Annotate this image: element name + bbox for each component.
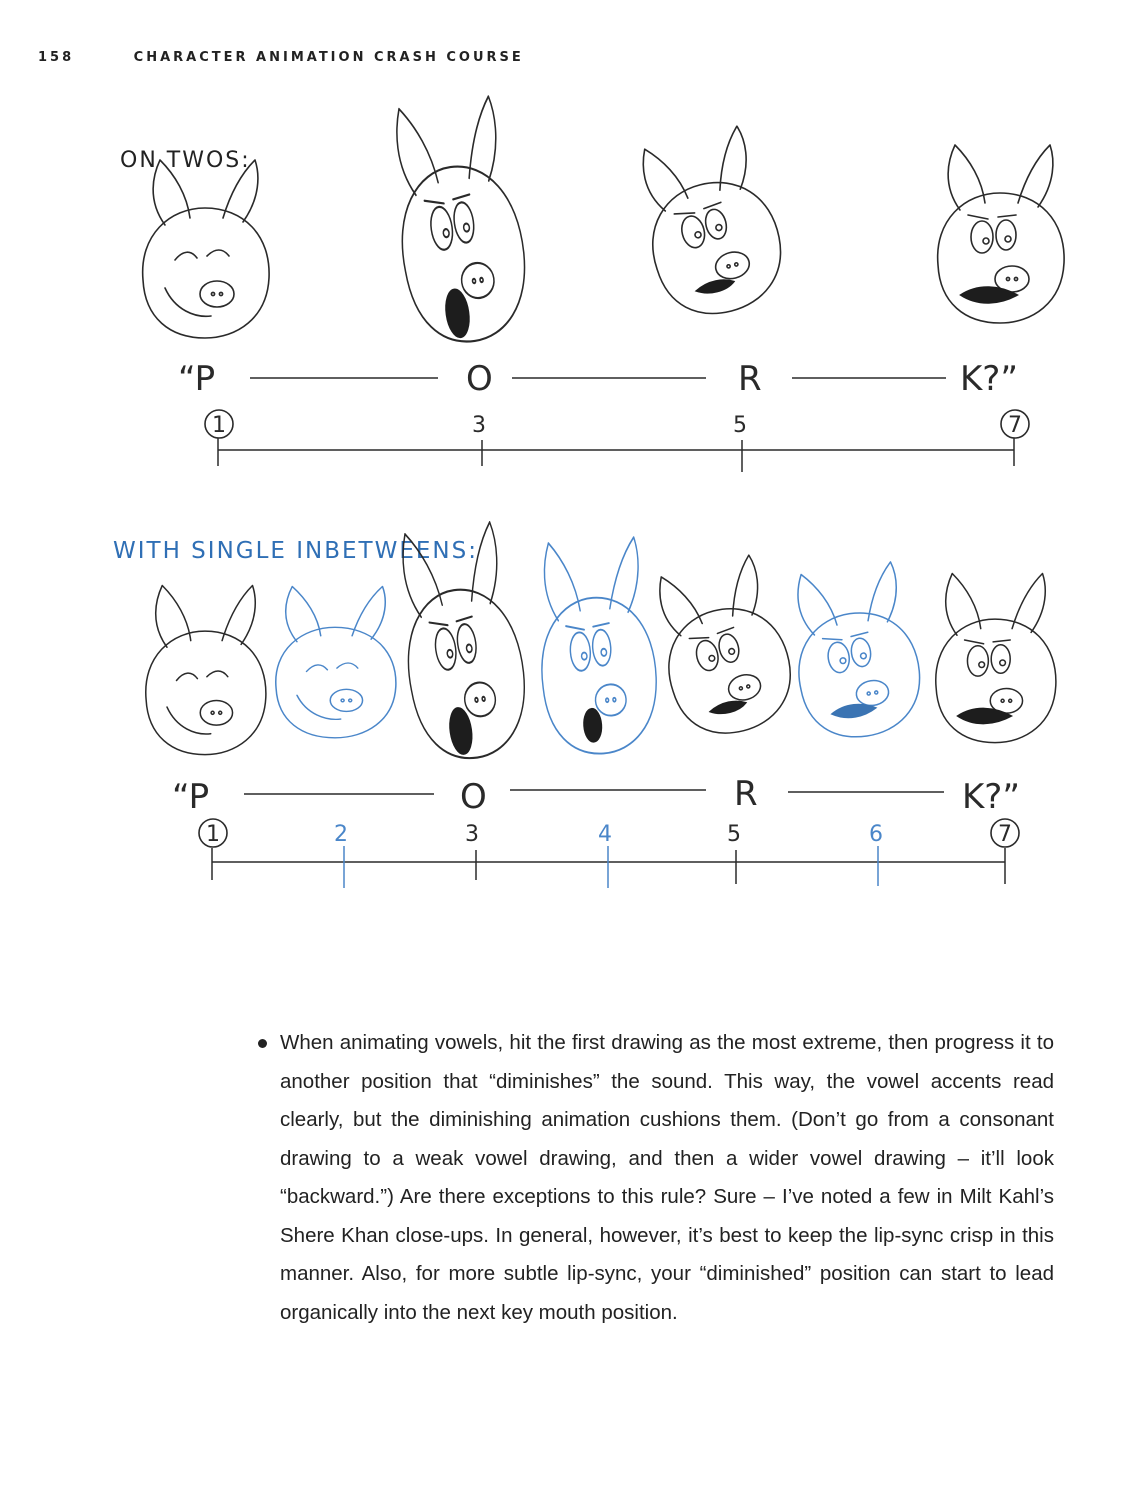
timing-charts: “P O R K?” 1 3 5 7 “P O R K?” 1 2 3 4: [172, 359, 1030, 888]
phonemes-twos: “P O R K?”: [178, 359, 1018, 399]
frame-7: 7: [1008, 413, 1022, 438]
body-text: When animating vowels, hit the first dra…: [258, 1024, 1054, 1332]
frame-1: 1: [206, 822, 220, 847]
phoneme-o: O: [460, 777, 487, 817]
phoneme-r: R: [738, 359, 762, 399]
pig-drawing-inb-6: [784, 559, 929, 745]
pig-drawing-5: [627, 121, 795, 327]
pig-drawing-7: [936, 144, 1065, 324]
bullet-icon: [258, 1039, 267, 1048]
phoneme-k: K?”: [960, 359, 1018, 399]
body-paragraph: When animating vowels, hit the first dra…: [280, 1031, 1054, 1324]
phoneme-r: R: [734, 774, 758, 814]
frame-3: 3: [465, 822, 479, 847]
frame-1: 1: [212, 413, 226, 438]
running-head: 158 CHARACTER ANIMATION CRASH COURSE: [38, 50, 524, 65]
phoneme-p: “P: [178, 359, 215, 399]
phoneme-p: “P: [172, 777, 209, 817]
frame-3: 3: [472, 413, 486, 438]
page-number: 158: [38, 50, 75, 65]
pig-drawing-3: [381, 93, 537, 351]
phoneme-k: K?”: [962, 777, 1020, 817]
frames-twos: 1 3 5 7: [204, 409, 1030, 439]
pig-drawing-inb-5: [644, 551, 804, 746]
inbetweens-label: WITH SINGLE INBETWEENS:: [113, 538, 478, 564]
phoneme-o: O: [466, 359, 493, 399]
frame-5: 5: [727, 822, 741, 847]
pig-illustrations: [141, 93, 1065, 767]
pig-drawing-inb-4: [531, 535, 663, 759]
frames-inbetweens: 1 2 3 4 5 6 7: [198, 818, 1020, 848]
frame-4: 4: [598, 822, 612, 847]
book-title: CHARACTER ANIMATION CRASH COURSE: [133, 50, 524, 65]
timeline-inbetweens: [211, 846, 1006, 888]
frame-5: 5: [733, 413, 747, 438]
phonemes-inbetweens: “P O R K?”: [172, 774, 1020, 817]
pig-drawing-inb-3: [388, 519, 536, 767]
frame-7: 7: [998, 822, 1012, 847]
frame-2: 2: [334, 822, 348, 847]
pig-drawing-inb-7: [935, 572, 1057, 744]
on-twos-label: ON TWOS:: [120, 148, 251, 173]
frame-6: 6: [869, 822, 883, 847]
timeline-twos: [217, 438, 1015, 472]
